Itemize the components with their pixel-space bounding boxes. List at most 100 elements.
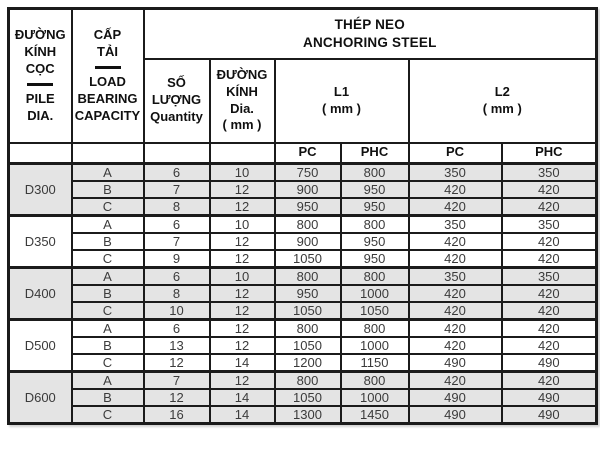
table-row: B 13 12 1050 1000 420 420 <box>9 336 598 355</box>
header-l2-phc: PHC <box>500 141 598 165</box>
l2-pc-cell: 350 <box>407 266 503 286</box>
pile-dia-cell: D350 <box>7 214 73 269</box>
l1-pc-cell: 800 <box>273 370 342 390</box>
pile-dia-cell: D500 <box>7 318 73 373</box>
quantity-cell: 16 <box>142 405 211 425</box>
header-divider-line <box>27 82 54 86</box>
l2-phc-cell: 350 <box>500 214 598 234</box>
dia-cell: 14 <box>208 388 276 407</box>
quantity-cell: 12 <box>142 353 211 373</box>
l1-phc-cell: 950 <box>339 249 410 269</box>
l1-pc-cell: 1050 <box>273 336 342 355</box>
table-row: D350 A 6 10 800 800 350 350 <box>7 214 598 269</box>
table-row: C 10 12 1050 1050 420 420 <box>9 301 598 321</box>
l1-pc-cell: 1050 <box>273 388 342 407</box>
l2-phc-cell: 420 <box>500 336 598 355</box>
header-load-bearing: CẤP TẢI LOAD BEARING CAPACITY <box>70 7 145 144</box>
l2-phc-cell: 420 <box>500 180 598 199</box>
l2-pc-cell: 420 <box>407 232 503 251</box>
load-class-cell: A <box>70 318 145 338</box>
l1-phc-cell: 1450 <box>339 405 410 425</box>
l1-phc-cell: 950 <box>339 197 410 217</box>
l1-phc-cell: 1050 <box>339 301 410 321</box>
header-load-en: LOAD BEARING CAPACITY <box>74 73 141 123</box>
table-row: C 8 12 950 950 420 420 <box>9 197 598 217</box>
pile-dia-cell: D400 <box>7 266 73 321</box>
load-class-cell: C <box>70 197 145 217</box>
l1-phc-cell: 1150 <box>339 353 410 373</box>
l2-pc-cell: 420 <box>407 197 503 217</box>
load-class-cell: B <box>70 180 145 199</box>
l1-phc-cell: 1000 <box>339 336 410 355</box>
l1-phc-cell: 800 <box>339 370 410 390</box>
l1-phc-cell: 800 <box>339 266 410 286</box>
quantity-cell: 10 <box>142 301 211 321</box>
quantity-cell: 7 <box>142 180 211 199</box>
table-row: B 8 12 950 1000 420 420 <box>9 284 598 303</box>
load-class-cell: A <box>70 266 145 286</box>
load-class-cell: B <box>70 336 145 355</box>
quantity-cell: 7 <box>142 370 211 390</box>
l2-phc-cell: 490 <box>500 405 598 425</box>
dia-cell: 12 <box>208 370 276 390</box>
quantity-cell: 9 <box>142 249 211 269</box>
load-class-cell: A <box>70 162 145 182</box>
l2-phc-cell: 350 <box>500 266 598 286</box>
l1-phc-cell: 800 <box>339 318 410 338</box>
header-l1-phc: PHC <box>339 141 410 165</box>
load-class-cell: B <box>70 232 145 251</box>
l1-pc-cell: 1200 <box>273 353 342 373</box>
dia-cell: 12 <box>208 180 276 199</box>
l2-phc-cell: 420 <box>500 197 598 217</box>
pile-dia-cell: D600 <box>7 370 73 425</box>
quantity-cell: 6 <box>142 266 211 286</box>
header-l1-pc: PC <box>273 141 342 165</box>
dia-cell: 12 <box>208 284 276 303</box>
l1-phc-cell: 800 <box>339 214 410 234</box>
l2-phc-cell: 420 <box>500 318 598 338</box>
header-pile-dia-vi: ĐƯỜNG KÍNH CỌC <box>14 27 66 76</box>
table-row: B 7 12 900 950 420 420 <box>9 180 598 199</box>
l1-pc-cell: 750 <box>273 162 342 182</box>
load-class-cell: C <box>70 405 145 425</box>
l1-pc-cell: 1300 <box>273 405 342 425</box>
l1-pc-cell: 800 <box>273 214 342 234</box>
l2-pc-cell: 420 <box>407 249 503 269</box>
dia-cell: 14 <box>208 353 276 373</box>
quantity-cell: 6 <box>142 214 211 234</box>
l2-pc-cell: 350 <box>407 162 503 182</box>
quantity-cell: 13 <box>142 336 211 355</box>
table-row: C 12 14 1200 1150 490 490 <box>9 353 598 373</box>
quantity-cell: 12 <box>142 388 211 407</box>
dia-cell: 14 <box>208 405 276 425</box>
table-row: D500 A 6 12 800 800 420 420 <box>7 318 598 373</box>
empty-header-cell <box>142 141 211 165</box>
l2-phc-cell: 490 <box>500 388 598 407</box>
load-class-cell: C <box>70 353 145 373</box>
l1-pc-cell: 1050 <box>273 301 342 321</box>
empty-header-cell <box>7 141 73 165</box>
table-body: D300 A 6 10 750 800 350 350 B 7 12 900 950 420 420 C 8 12… <box>7 162 598 425</box>
l2-pc-cell: 420 <box>407 336 503 355</box>
header-load-vi: CẤP TẢI <box>93 27 122 59</box>
anchoring-steel-table: ĐƯỜNG KÍNH CỌC PILE DIA. CẤP TẢI LOAD BE… <box>7 7 599 425</box>
dia-cell: 12 <box>208 301 276 321</box>
l1-pc-cell: 950 <box>273 197 342 217</box>
dia-cell: 12 <box>208 232 276 251</box>
header-dia: ĐƯỜNG KÍNH Dia. ( mm ) <box>208 57 276 144</box>
l2-pc-cell: 420 <box>407 180 503 199</box>
empty-header-cell <box>70 141 145 165</box>
l2-phc-cell: 420 <box>500 284 598 303</box>
l2-pc-cell: 420 <box>407 284 503 303</box>
l2-pc-cell: 420 <box>407 318 503 338</box>
l2-phc-cell: 420 <box>500 249 598 269</box>
l2-phc-cell: 420 <box>500 232 598 251</box>
table-row: D400 A 6 10 800 800 350 350 <box>7 266 598 321</box>
header-l2-pc: PC <box>407 141 503 165</box>
header-divider-line <box>94 65 121 69</box>
l1-pc-cell: 900 <box>273 232 342 251</box>
table-row: B 12 14 1050 1000 490 490 <box>9 388 598 407</box>
l1-pc-cell: 800 <box>273 266 342 286</box>
l2-phc-cell: 420 <box>500 370 598 390</box>
header-l2: L2 ( mm ) <box>407 57 598 144</box>
